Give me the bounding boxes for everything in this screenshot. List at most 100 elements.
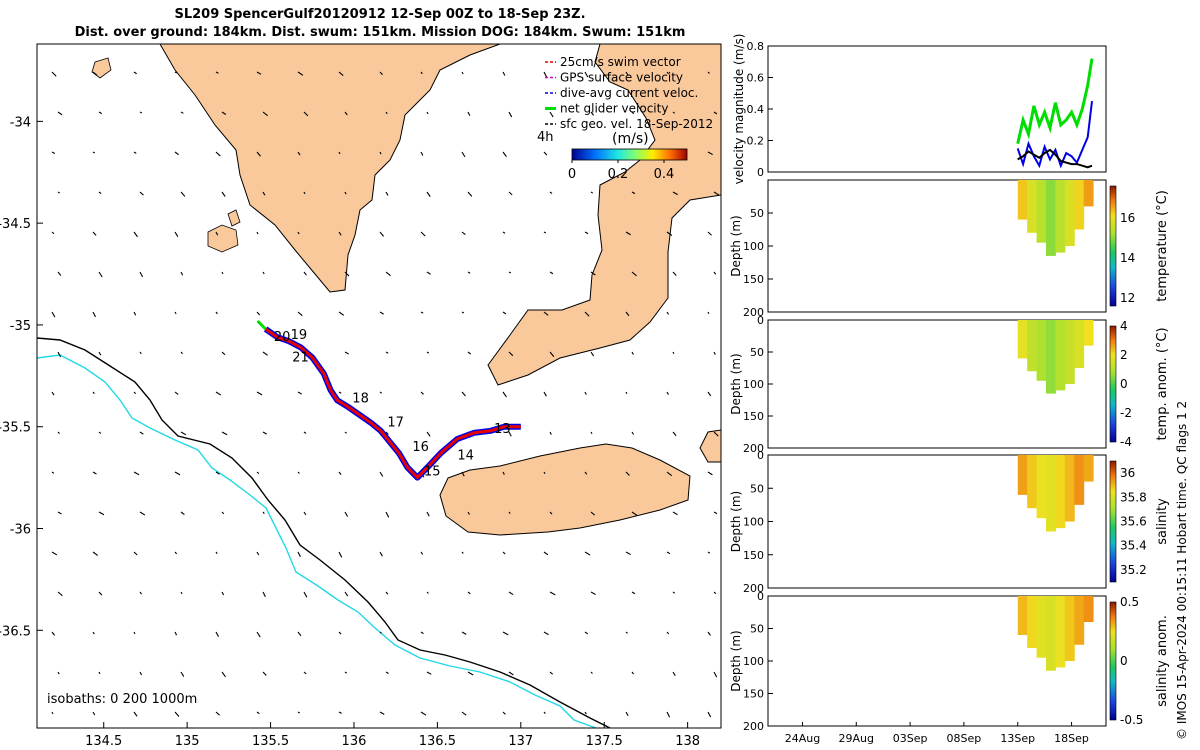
velocity-arrow <box>51 711 54 715</box>
section-cell <box>1074 320 1085 368</box>
velocity-arrow <box>379 71 383 76</box>
velocity-arrow <box>461 151 466 158</box>
velocity-arrow <box>215 551 218 555</box>
velocity-arrow <box>262 271 265 275</box>
velocity-arrow <box>502 631 509 636</box>
velocity-arrow <box>139 591 142 595</box>
isobath-200 <box>37 337 611 728</box>
velocity-arrow <box>57 431 60 434</box>
section-y-tick-label: 150 <box>743 273 764 286</box>
map-x-tick-label: 138 <box>675 734 700 749</box>
velocity-y-tick-label: 0 <box>757 166 764 179</box>
velocity-arrow <box>426 191 431 197</box>
velocity-arrow <box>262 671 267 676</box>
velocity-arrow <box>631 191 636 195</box>
velocity-arrow <box>672 431 677 437</box>
velocity-y-label: velocity magnitude (m/s) <box>732 34 746 185</box>
velocity-arrow <box>344 111 348 116</box>
velocity-arrow <box>385 431 389 435</box>
velocity-arrow <box>420 551 424 555</box>
velocity-arrow <box>51 551 58 556</box>
velocity-arrow <box>590 191 594 194</box>
velocity-arrow <box>180 511 185 516</box>
velocity-arrow <box>344 271 350 277</box>
velocity-arrow <box>549 671 554 675</box>
section-cell <box>1055 320 1066 391</box>
map-y-tick-label: -36.5 <box>0 624 31 639</box>
velocity-arrow <box>543 71 548 78</box>
velocity-arrow <box>590 111 595 116</box>
velocity-arrow <box>98 431 102 434</box>
section-cell <box>1036 320 1047 381</box>
velocity-arrow <box>502 311 507 315</box>
section-colorbar-tick-label: 14 <box>1120 251 1135 265</box>
velocity-y-tick-label: 0.8 <box>747 40 765 53</box>
section-x-tick-label: 13Sep <box>1000 732 1035 745</box>
velocity-arrow <box>221 111 227 115</box>
velocity-arrow <box>221 271 224 275</box>
corner-land <box>699 429 721 463</box>
velocity-arrow <box>549 511 553 515</box>
glider-track <box>256 319 521 481</box>
velocity-arrow <box>174 71 178 74</box>
velocity-arrow <box>625 471 630 476</box>
velocity-arrow <box>584 711 587 715</box>
velocity-arrow <box>508 111 513 118</box>
velocity-arrow <box>221 591 225 596</box>
small-island-3 <box>227 209 241 227</box>
time-marker-label: 4h <box>537 130 554 145</box>
velocity-arrow <box>139 111 143 114</box>
velocity-arrow <box>461 391 466 397</box>
velocity-arrow <box>713 431 719 437</box>
section-x-tick-label: 24Aug <box>785 732 820 745</box>
section-y-tick-label: 200 <box>743 306 764 319</box>
velocity-arrow <box>256 71 262 75</box>
section-panel: 0 50 100 150 200 Depth (m) 35.2 35.4 35.6 35.8 36 s… <box>729 449 1170 595</box>
map-x-tick-label: 135.5 <box>252 734 289 749</box>
velocity-arrow <box>625 391 628 395</box>
section-y-tick-label: 0 <box>757 590 764 603</box>
velocity-arrow <box>256 231 259 235</box>
velocity-arrow <box>590 351 595 357</box>
isobath-lines <box>37 337 611 728</box>
velocity-arrow <box>180 111 184 114</box>
velocity-arrow <box>221 351 226 356</box>
legend-label: GPS surface velocity <box>560 71 683 85</box>
velocity-arrow <box>174 311 177 315</box>
velocity-arrow <box>98 111 103 115</box>
velocity-arrow <box>139 271 144 278</box>
section-y-tick-label: 100 <box>743 378 764 391</box>
map-y-tick-label: -35 <box>10 319 31 334</box>
map-y-tick-label: -35.5 <box>0 421 31 436</box>
velocity-arrow <box>221 511 225 515</box>
track-day-label: 13 <box>494 422 511 437</box>
velocity-series-line <box>1016 58 1094 145</box>
velocity-arrow <box>502 71 506 76</box>
section-colorbar-label: temperature (°C) <box>1155 190 1170 302</box>
velocity-arrow <box>338 391 342 394</box>
velocity-arrow <box>379 631 382 634</box>
velocity-arrow <box>51 71 57 77</box>
chart-title: SL209 SpencerGulf20120912 12-Sep 00Z to … <box>174 7 586 22</box>
track-day-label: 21 <box>292 351 309 366</box>
velocity-arrow <box>672 351 675 355</box>
velocity-arrow <box>625 71 629 76</box>
section-panel: 0 50 100 150 200 Depth (m) -4 -2 0 2 4 temp. anom. … <box>729 314 1170 455</box>
velocity-arrow <box>666 71 669 75</box>
velocity-arrow <box>508 351 514 357</box>
velocity-arrow <box>713 671 718 678</box>
section-cell <box>1045 455 1056 532</box>
velocity-arrow <box>92 71 98 76</box>
section-colorbar-tick-label: 35.4 <box>1120 539 1147 553</box>
section-y-tick-label: 200 <box>743 582 764 595</box>
section-colorbar-tick-label: -4 <box>1120 435 1132 449</box>
velocity-arrow <box>584 551 591 556</box>
velocity-arrow <box>338 711 342 714</box>
velocity-arrow <box>584 391 587 395</box>
velocity-arrow <box>625 631 628 634</box>
section-colorbar-tick-label: -2 <box>1120 406 1132 420</box>
velocity-arrow <box>543 151 548 156</box>
velocity-arrow <box>133 711 138 717</box>
velocity-arrow <box>303 111 309 117</box>
